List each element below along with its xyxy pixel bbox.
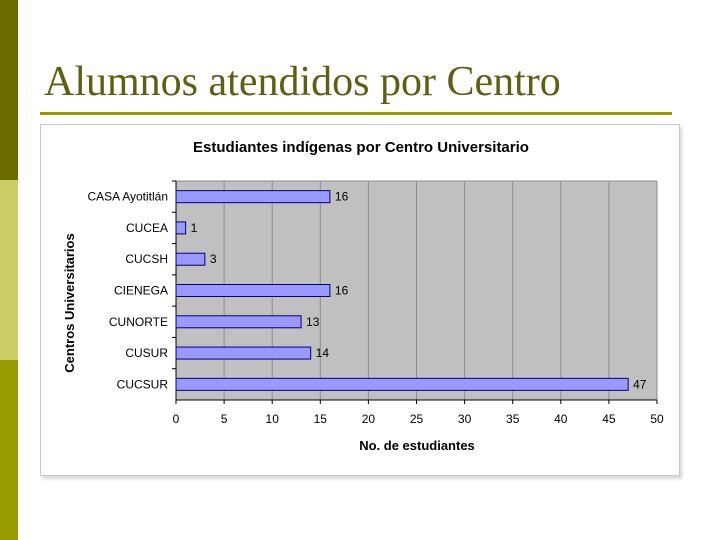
bar: [175, 284, 331, 297]
x-tick-label: 45: [602, 412, 616, 426]
bar-chart: Estudiantes indígenas por Centro Univers…: [62, 139, 664, 453]
chart-frame: Estudiantes indígenas por Centro Univers…: [40, 124, 680, 476]
bar: [175, 252, 206, 266]
data-label: 1: [191, 221, 198, 235]
sidebar-block-top: [0, 0, 18, 180]
x-axis-label: No. de estudiantes: [359, 438, 475, 453]
slide-title: Alumnos atendidos por Centro: [44, 59, 561, 105]
x-tick-label: 35: [506, 412, 520, 426]
sidebar-block-bottom: [0, 360, 18, 540]
data-label: 47: [633, 377, 647, 391]
y-axis-label: Centros Universitarios: [62, 233, 77, 372]
sidebar-decoration: [0, 0, 18, 540]
category-label: CUCSUR: [117, 377, 169, 391]
bar: [175, 346, 312, 360]
data-label: 3: [210, 252, 217, 266]
data-label: 16: [335, 284, 349, 298]
data-label: 14: [316, 346, 330, 360]
x-tick-label: 40: [554, 412, 568, 426]
bar: [175, 377, 629, 391]
x-tick-label: 5: [221, 412, 228, 426]
title-underline: [40, 112, 672, 115]
category-label: CIENEGA: [114, 284, 168, 298]
x-tick-label: 25: [410, 412, 424, 426]
x-tick-label: 0: [173, 412, 180, 426]
x-tick-label: 20: [362, 412, 376, 426]
data-label: 16: [335, 190, 349, 204]
category-label: CASA Ayotitlán: [88, 190, 169, 204]
category-label: CUCEA: [126, 221, 168, 235]
chart-title: Estudiantes indígenas por Centro Univers…: [193, 139, 529, 156]
bar: [175, 315, 302, 329]
data-label: 13: [306, 315, 320, 329]
bar: [175, 221, 187, 235]
category-label: CUNORTE: [109, 315, 168, 329]
category-label: CUSUR: [125, 346, 168, 360]
category-label: CUCSH: [125, 252, 168, 266]
bar: [175, 190, 331, 204]
x-tick-label: 50: [650, 412, 664, 426]
sidebar-block-middle: [0, 180, 18, 360]
x-tick-label: 15: [314, 412, 328, 426]
x-tick-label: 10: [266, 412, 280, 426]
x-tick-label: 30: [458, 412, 472, 426]
